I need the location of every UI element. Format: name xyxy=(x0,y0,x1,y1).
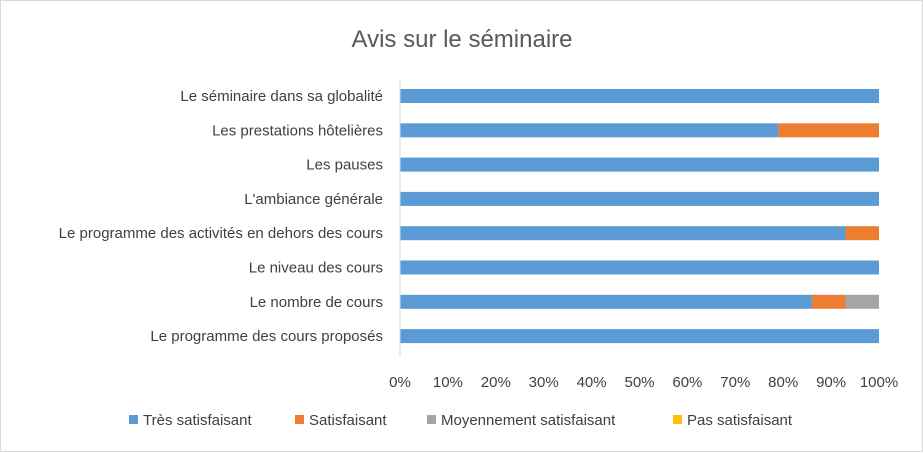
bar-segment-series-1 xyxy=(845,226,879,241)
legend-swatch xyxy=(129,415,138,424)
legend-label: Pas satisfaisant xyxy=(687,412,793,429)
category-label: Le programme des activités en dehors des… xyxy=(59,225,383,242)
bar-segment-series-0 xyxy=(400,260,879,275)
x-tick-label: 80% xyxy=(768,374,798,391)
bar-segment-series-1 xyxy=(778,123,879,138)
x-tick-label: 30% xyxy=(529,374,559,391)
x-tick-label: 100% xyxy=(860,374,898,391)
x-tick-label: 60% xyxy=(672,374,702,391)
legend-swatch xyxy=(427,415,436,424)
category-label: L'ambiance générale xyxy=(244,191,383,208)
bar-segment-series-0 xyxy=(400,123,779,138)
bar-segment-series-0 xyxy=(400,329,879,344)
bar-segment-series-0 xyxy=(400,157,879,172)
legend-swatch xyxy=(295,415,304,424)
x-tick-label: 70% xyxy=(720,374,750,391)
x-tick-label: 50% xyxy=(624,374,654,391)
category-label: Le niveau des cours xyxy=(249,260,383,277)
bar-segment-series-0 xyxy=(400,226,846,241)
category-label: Les prestations hôtelières xyxy=(212,122,383,139)
x-tick-label: 90% xyxy=(816,374,846,391)
x-tick-label: 20% xyxy=(481,374,511,391)
category-label: Les pauses xyxy=(306,157,383,174)
legend-label: Moyennement satisfaisant xyxy=(441,412,616,429)
x-tick-label: 0% xyxy=(389,374,411,391)
bar-segment-series-0 xyxy=(400,191,879,206)
chart-title: Avis sur le séminaire xyxy=(352,26,573,53)
bar-segment-series-1 xyxy=(811,294,846,309)
bar-segment-series-2 xyxy=(845,294,879,309)
category-label: Le séminaire dans sa globalité xyxy=(180,88,383,105)
x-tick-label: 10% xyxy=(433,374,463,391)
bar-segment-series-0 xyxy=(400,294,812,309)
x-tick-labels: 0% 10% 20% 30% 40% 50% 60% 70% 80% 90% 100% xyxy=(389,374,898,391)
category-label: Le programme des cours proposés xyxy=(150,328,383,345)
x-tick-label: 40% xyxy=(577,374,607,391)
bar-segment-series-0 xyxy=(400,89,879,103)
bars xyxy=(400,89,879,344)
category-labels: Le séminaire dans sa globalité Les presta… xyxy=(59,88,383,345)
legend: Très satisfaisant Satisfaisant Moyennement… xyxy=(129,412,793,429)
legend-swatch xyxy=(673,415,682,424)
legend-label: Très satisfaisant xyxy=(143,412,252,429)
legend-label: Satisfaisant xyxy=(309,412,387,429)
category-label: Le nombre de cours xyxy=(250,294,383,311)
